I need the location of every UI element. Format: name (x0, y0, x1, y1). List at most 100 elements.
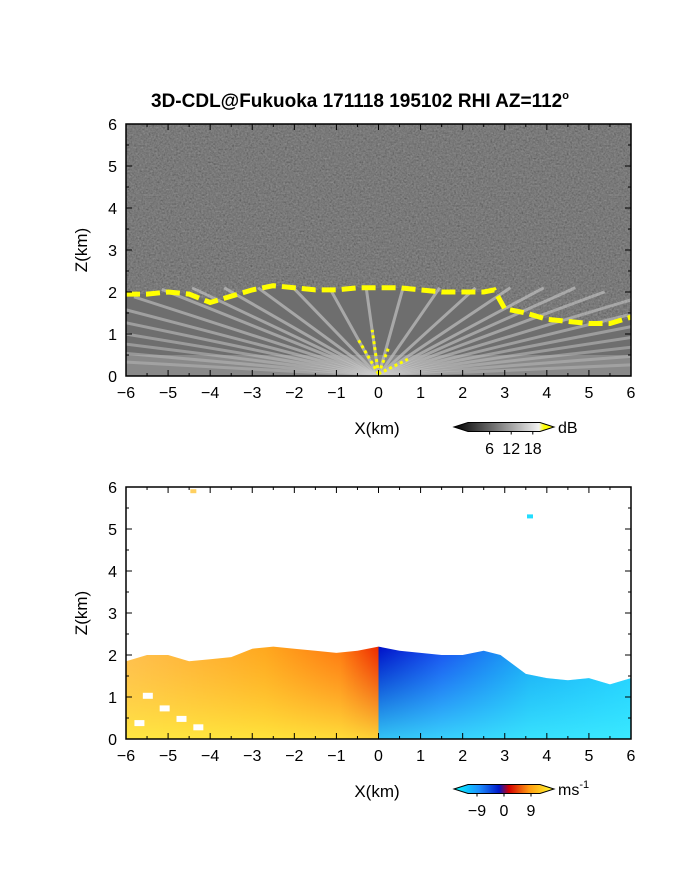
velocity-colorbar-unit: ms-1 (558, 779, 589, 799)
isolated-echo (527, 514, 533, 519)
y-tick-label: 4 (108, 201, 117, 218)
backscatter-beam (377, 290, 606, 376)
missing-data-gap (142, 692, 153, 699)
y-tick-label: 5 (108, 522, 117, 539)
backscatter-beam (161, 287, 380, 376)
backscatter-beam (126, 360, 379, 376)
x-tick-label: −4 (201, 748, 219, 765)
backscatter-beam (223, 286, 380, 376)
y-tick-label: 2 (108, 648, 117, 665)
x-tick-label: −2 (285, 385, 303, 402)
backscatter-beam (378, 325, 631, 376)
y-tick-label: 0 (108, 369, 117, 386)
backscatter-beam (377, 286, 576, 376)
missing-data-gap (134, 720, 145, 727)
backscatter-beam (378, 354, 631, 376)
negative-velocity-near-surface (378, 646, 631, 739)
backscatter-beam (126, 332, 379, 376)
backscatter-x-axis-label: X(km) (354, 419, 399, 438)
missing-data-gap (193, 724, 204, 731)
isolated-echo (190, 489, 197, 494)
backscatter-beam (378, 363, 631, 376)
x-tick-label: 2 (458, 748, 467, 765)
x-tick-label: 2 (458, 385, 467, 402)
y-tick-label: 6 (108, 480, 117, 497)
backscatter-beam (378, 312, 631, 376)
x-tick-label: −1 (327, 748, 345, 765)
colorbar-tick-label: 0 (500, 803, 509, 820)
x-tick-label: −4 (201, 385, 219, 402)
backscatter-beam (378, 298, 631, 376)
x-tick-label: −1 (327, 385, 345, 402)
backscatter-beam (126, 308, 379, 376)
near-radar-echo (356, 337, 380, 375)
backscatter-beam (126, 351, 379, 376)
x-tick-label: 1 (416, 385, 425, 402)
missing-data-gap (159, 705, 170, 712)
x-tick-label: 5 (584, 385, 593, 402)
colorbar-tick-label: 18 (524, 441, 542, 458)
backscatter-beam (378, 335, 631, 376)
x-tick-label: 3 (500, 748, 509, 765)
backscatter-beam (191, 286, 380, 376)
velocity-colorbar (452, 784, 556, 794)
backscatter-colorbar (452, 422, 556, 432)
x-tick-label: 0 (374, 385, 383, 402)
x-tick-label: −6 (117, 385, 135, 402)
backscatter-colorbar-unit: dB (558, 420, 578, 437)
backscatter-beam (328, 287, 380, 376)
colorbar-tick-label: 6 (485, 441, 494, 458)
backscatter-y-axis-label: Z(km) (72, 228, 91, 272)
colorbar-tick-label: 12 (502, 441, 520, 458)
title-degree-sup: o (562, 90, 569, 102)
figure-title: 3D-CDL@Fukuoka 171118 195102 RHI AZ=112o (151, 90, 569, 112)
backscatter-beam (377, 286, 441, 376)
x-tick-label: 5 (584, 748, 593, 765)
colorbar-unit-sup: -1 (579, 779, 589, 791)
backscatter-beam (133, 295, 379, 376)
velocity-y-axis-label: Z(km) (72, 591, 91, 635)
x-tick-label: 6 (627, 385, 636, 402)
backscatter-beam (377, 286, 477, 376)
y-tick-label: 1 (108, 327, 117, 344)
x-tick-label: 4 (542, 385, 551, 402)
missing-data-gap (176, 715, 187, 722)
aerosol-layer (126, 285, 631, 376)
colorbar-tick-label: 9 (527, 803, 536, 820)
y-tick-label: 3 (108, 243, 117, 260)
x-tick-label: 4 (542, 748, 551, 765)
y-tick-label: 4 (108, 564, 117, 581)
x-tick-label: −3 (243, 748, 261, 765)
y-tick-label: 5 (108, 159, 117, 176)
x-tick-label: −6 (117, 748, 135, 765)
backscatter-beam (126, 321, 379, 376)
x-tick-label: 0 (374, 748, 383, 765)
x-tick-label: 1 (416, 748, 425, 765)
x-tick-label: −5 (159, 748, 177, 765)
y-tick-label: 6 (108, 117, 117, 134)
backscatter-beam (257, 286, 380, 376)
backscatter-image (126, 124, 631, 376)
velocity-x-axis-label: X(km) (354, 782, 399, 801)
positive-velocity-near-surface (126, 646, 379, 739)
x-tick-label: −3 (243, 385, 261, 402)
x-tick-label: 6 (627, 748, 636, 765)
x-tick-label: 3 (500, 385, 509, 402)
near-radar-echo (370, 329, 380, 375)
y-tick-label: 2 (108, 285, 117, 302)
colorbar-tick-label: −9 (468, 803, 486, 820)
backscatter-beam (378, 345, 631, 376)
y-tick-label: 1 (108, 690, 117, 707)
backscatter-beam (292, 286, 380, 376)
x-tick-label: −5 (159, 385, 177, 402)
velocity-panel: −6 −5 −4 −3 −2 −1 0 1 2 3 4 5 6 0 1 2 3 4 5 6 X(km) Z(km) −9 0 9… (72, 480, 636, 820)
velocity-image (126, 489, 631, 739)
y-tick-label: 0 (108, 732, 117, 749)
cloud-base-echo (126, 283, 631, 326)
x-tick-label: −2 (285, 748, 303, 765)
near-radar-echo (377, 346, 391, 375)
backscatter-beam (126, 342, 379, 376)
y-tick-label: 3 (108, 606, 117, 623)
